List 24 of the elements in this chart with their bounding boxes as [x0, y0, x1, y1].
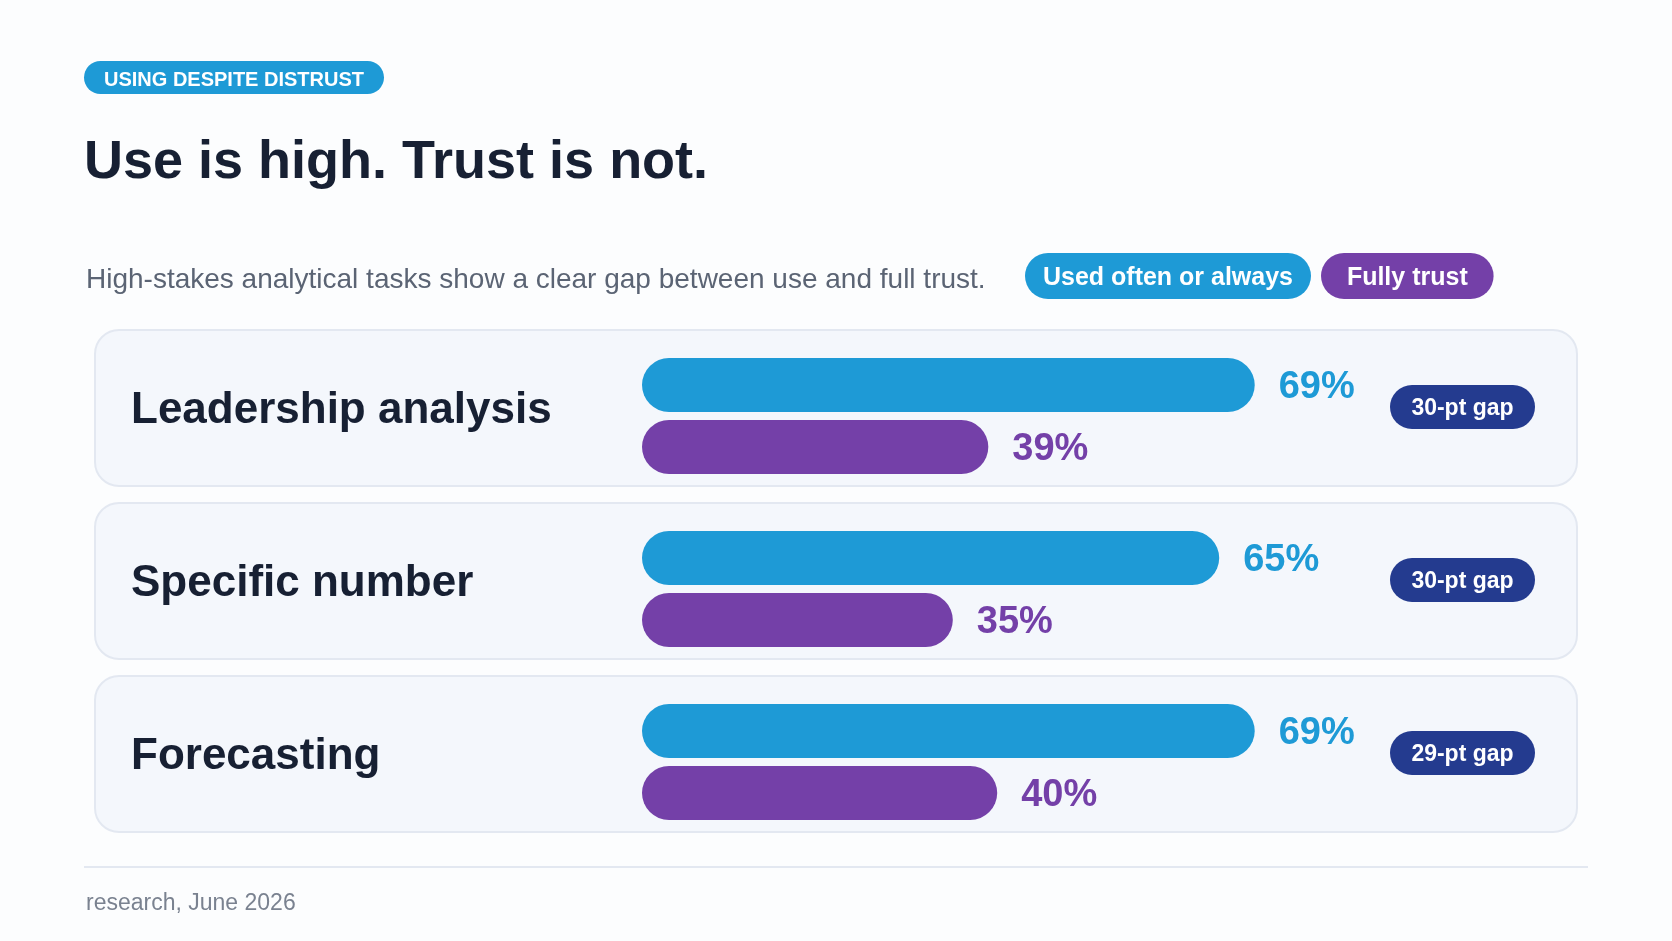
annotation: 30-pt gap [1411, 394, 1514, 420]
annotation: 29-pt gap [1411, 740, 1514, 766]
data-label: 39% [1012, 426, 1089, 468]
chart-title: Use is high. Trust is not. [84, 129, 709, 189]
bar [642, 593, 953, 647]
text: research, June 2026 [86, 889, 296, 915]
text: Fully trust [1346, 262, 1469, 290]
data-label: 69% [1278, 364, 1355, 406]
y-tick-label: Leadership analysis [131, 383, 552, 432]
text: Used often or always [1042, 262, 1294, 290]
bar [642, 420, 989, 474]
annotation: 30-pt gap [1411, 567, 1514, 593]
bar [642, 531, 1220, 585]
y-tick-label: Forecasting [131, 729, 381, 778]
text: USING DESPITE DISTRUST [103, 68, 365, 90]
data-label: 40% [1021, 772, 1098, 814]
bar [642, 704, 1255, 758]
bar [642, 766, 998, 820]
data-label: 35% [976, 599, 1053, 641]
bar [642, 358, 1255, 412]
data-label: 65% [1243, 537, 1320, 579]
y-tick-label: Specific number [131, 556, 474, 605]
data-label: 69% [1278, 710, 1355, 752]
chart-subtitle: High-stakes analytical tasks show a clear gap between use and full trust. [86, 263, 986, 294]
